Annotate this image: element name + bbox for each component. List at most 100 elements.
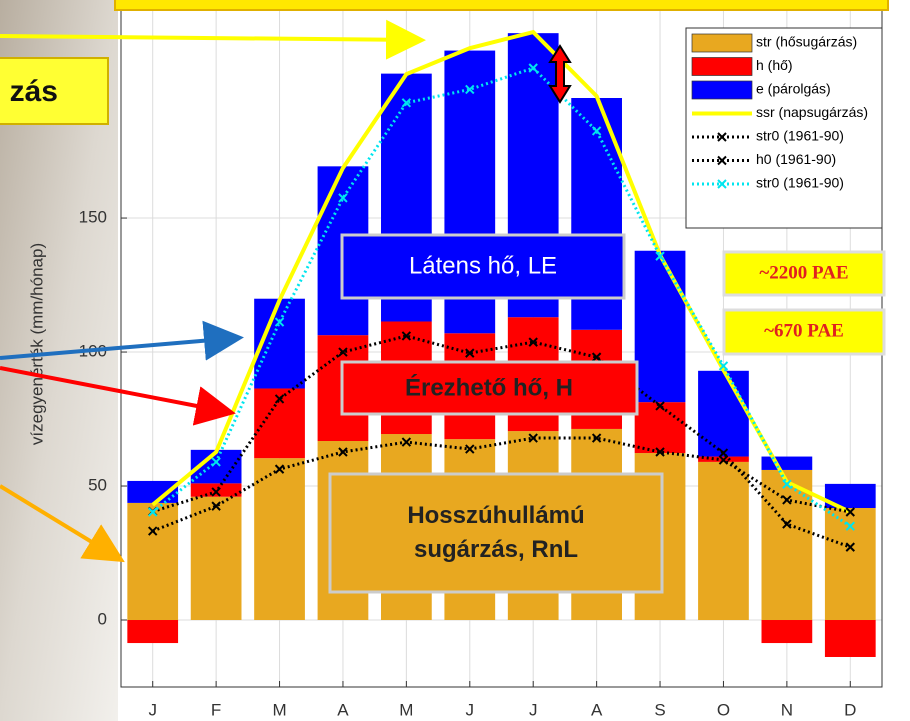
bar [698, 461, 749, 621]
marker [211, 501, 221, 511]
annotation-box [328, 472, 664, 594]
x-tick-label: A [591, 700, 603, 719]
marker [655, 447, 665, 457]
annotation-box [722, 308, 886, 356]
marker [782, 479, 792, 489]
legend-label: h0 (1961-90) [756, 151, 836, 167]
bar [127, 502, 179, 621]
y-tick-label: 50 [88, 476, 107, 495]
x-tick-label: J [148, 700, 157, 719]
marker [591, 433, 602, 443]
x-tick-label: J [529, 700, 538, 719]
marker [591, 126, 602, 136]
bar [824, 620, 876, 657]
annotation-box [340, 360, 639, 416]
marker [211, 457, 221, 467]
marker [655, 251, 665, 261]
bar [127, 480, 179, 503]
marker [338, 193, 348, 203]
x-tick-label: M [272, 700, 286, 719]
bar [634, 250, 686, 403]
marker [148, 507, 158, 517]
annotation-text: Érezhető hő, H [405, 373, 573, 401]
marker [465, 348, 475, 358]
bar [634, 402, 686, 454]
bar [761, 456, 813, 470]
marker [274, 464, 285, 474]
legend-label: str0 (1961-90) [756, 128, 844, 144]
legend-marker [717, 155, 727, 166]
annotation-box [340, 233, 626, 300]
legend-label: ssr (napsugárzás) [756, 104, 868, 120]
marker [401, 437, 412, 447]
marker [782, 519, 792, 529]
marker [782, 495, 792, 505]
x-tick-label: J [466, 700, 475, 719]
marker [845, 507, 855, 517]
y-axis-label: vízegyenérték (mm/hónap) [27, 243, 46, 445]
bar [127, 620, 179, 644]
legend-label: str0 (1961-90) [756, 175, 844, 191]
legend-label: e (párolgás) [756, 81, 831, 97]
x-tick-label: F [211, 700, 221, 719]
marker [845, 521, 855, 531]
legend-label: str (hősugárzás) [756, 34, 857, 50]
legend-marker [717, 179, 727, 189]
marker [718, 448, 729, 458]
marker [401, 331, 412, 341]
bar [190, 496, 242, 621]
legend: str (hősugárzás) h (hő) e (párolgás) ssr (n… [685, 27, 883, 229]
marker [148, 526, 158, 536]
annotation-text: ~670 PAE [764, 320, 844, 341]
bar [761, 620, 813, 644]
arrow [0, 19, 426, 60]
marker [528, 433, 538, 443]
line [152, 334, 851, 549]
annotation-wrap: Hosszúhullámú sugárzás, RnL [407, 502, 585, 563]
arrow [0, 320, 244, 361]
y-tick-label: 150 [79, 208, 107, 227]
annotations: zás Látens hő, LE Érezhető hő, H Hosszúh… [0, 0, 889, 594]
x-tick-label: S [654, 700, 665, 719]
marker [401, 98, 412, 108]
label-text: zás [10, 75, 58, 108]
arrow [0, 366, 236, 426]
legend-label: h (hő) [756, 57, 793, 73]
marker [718, 455, 729, 465]
y-tick-label: 0 [98, 609, 107, 628]
marker [274, 394, 285, 404]
bar [190, 483, 242, 497]
annotation-text: ~2200 PAE [759, 262, 848, 283]
legend-swatch [691, 80, 753, 100]
marker [338, 347, 348, 357]
marker [528, 63, 538, 73]
marker [274, 317, 285, 327]
label-box [0, 57, 109, 125]
line [151, 66, 852, 528]
x-tick-label: A [337, 700, 349, 719]
legend-marker [717, 132, 727, 142]
bar [254, 458, 305, 621]
legend-swatch [691, 57, 753, 76]
marker [845, 542, 855, 552]
arrow [0, 484, 125, 563]
marker [591, 352, 602, 362]
double-arrow [548, 44, 572, 104]
annotation-box [722, 250, 886, 297]
marker [528, 337, 538, 347]
bar [698, 370, 749, 457]
marker [338, 447, 348, 457]
title-box [114, 0, 889, 11]
x-tick-label: O [717, 700, 730, 719]
marker [655, 401, 665, 411]
legend-swatch [691, 33, 753, 53]
marker [718, 361, 729, 371]
annotation-text: Hosszúhullámú sugárzás, RnL [407, 502, 585, 563]
annotation-text: Látens hő, LE [409, 252, 557, 279]
x-tick-label: D [844, 700, 856, 719]
x-tick-label: N [781, 700, 793, 719]
marker [211, 487, 221, 497]
x-tick-label: M [399, 700, 413, 719]
marker [465, 84, 475, 95]
